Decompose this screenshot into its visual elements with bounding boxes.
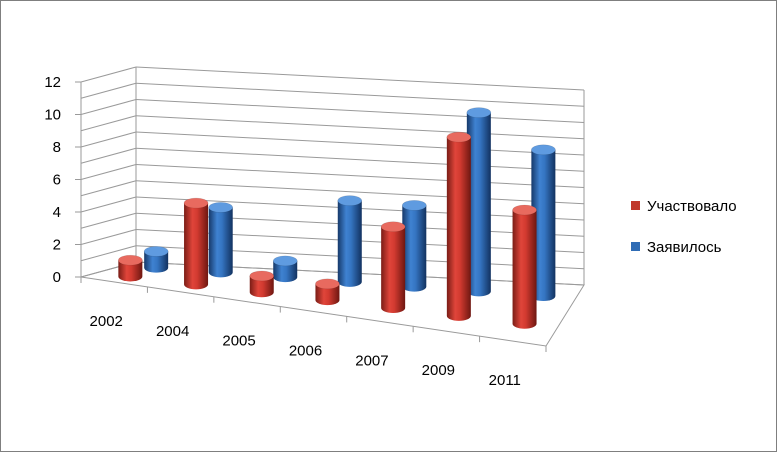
bar-zayavilos-2002 (143, 246, 169, 273)
bar-uchastvovalo-2005 (249, 270, 275, 298)
bar-zayavilos-2006 (337, 195, 363, 287)
bar-zayavilos-2007 (402, 200, 427, 292)
bar-zayavilos-2005 (272, 255, 298, 283)
y-tick-label: 8 (53, 139, 61, 156)
x-category-label: 2007 (355, 352, 388, 369)
bar-zayavilos-2009 (466, 107, 492, 297)
y-tick-label: 12 (44, 74, 61, 91)
bar-uchastvovalo-2009 (446, 131, 472, 321)
y-axis-labels: 0 2 4 6 8 10 12 (44, 74, 61, 286)
legend-swatch-uchastvovalo (631, 201, 640, 210)
bar-zayavilos-2004 (208, 202, 234, 278)
bar-uchastvovalo-2004 (183, 197, 209, 290)
x-category-label: 2011 (489, 372, 521, 389)
x-axis-labels: 2002 2004 2005 2006 2007 2009 2011 (90, 313, 521, 389)
y-tick-label: 10 (44, 107, 61, 124)
y-tick-label: 4 (53, 204, 61, 221)
legend-label-zayavilos: Заявилось (647, 239, 722, 256)
bar-uchastvovalo-2002 (118, 254, 143, 282)
x-category-label: 2009 (422, 362, 455, 379)
y-tick-label: 2 (53, 237, 61, 254)
legend-swatch-zayavilos (631, 242, 640, 251)
y-tick-label: 0 (53, 269, 61, 286)
y-tick-label: 6 (53, 172, 61, 189)
legend: Участвовало Заявилось (631, 198, 737, 256)
x-category-label: 2005 (222, 333, 255, 350)
x-category-label: 2002 (90, 313, 123, 330)
x-category-label: 2006 (289, 343, 322, 360)
bar-uchastvovalo-2007 (380, 221, 406, 313)
bars (118, 107, 556, 329)
grid (75, 66, 585, 352)
legend-label-uchastvovalo: Участвовало (647, 198, 737, 215)
bar-zayavilos-2011 (531, 144, 556, 302)
bar-uchastvovalo-2011 (512, 204, 537, 329)
x-category-label: 2004 (156, 323, 189, 340)
bar-uchastvovalo-2006 (315, 278, 340, 306)
